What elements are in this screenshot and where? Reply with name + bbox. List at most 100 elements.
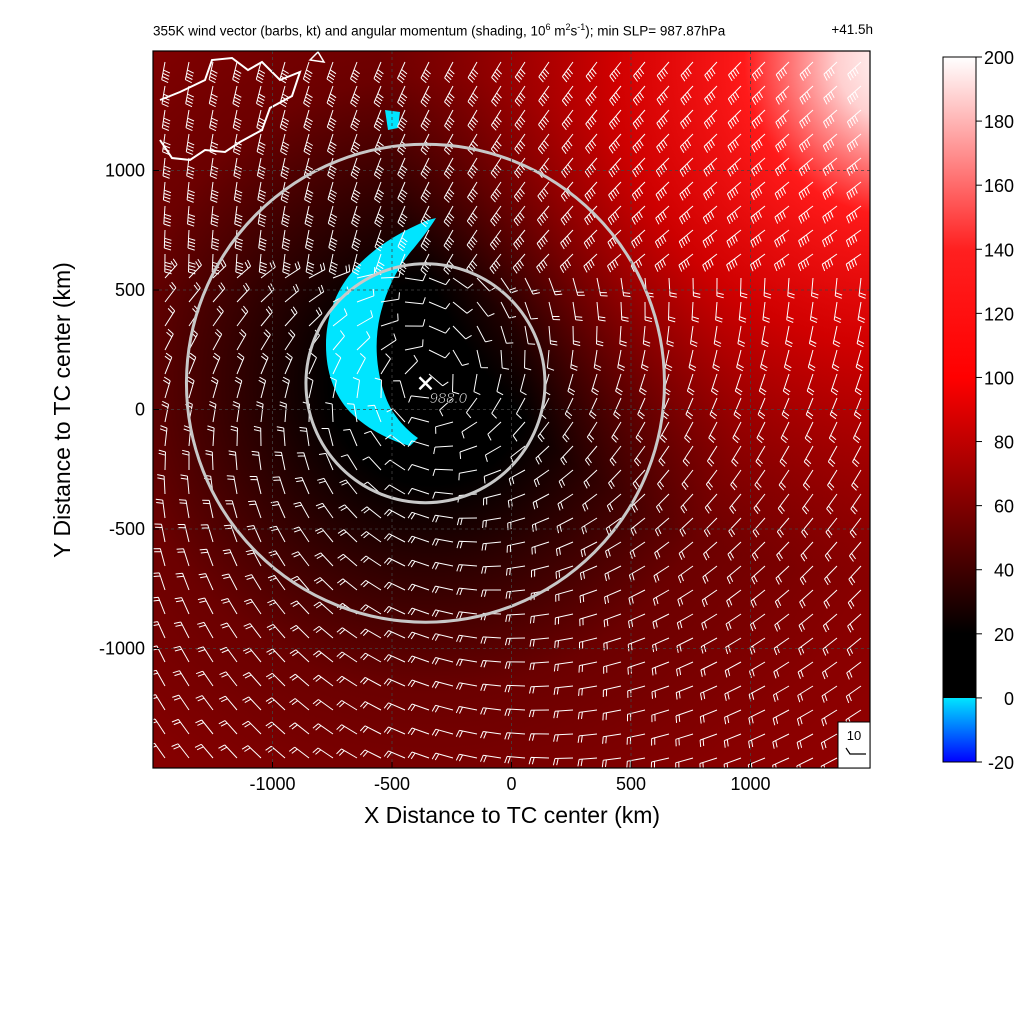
wind-barb bbox=[700, 685, 718, 701]
wind-barb bbox=[500, 325, 514, 344]
wind-barb bbox=[561, 61, 574, 83]
wind-barb bbox=[675, 685, 694, 700]
wind-barb bbox=[352, 377, 360, 399]
wind-barb bbox=[538, 109, 550, 131]
wind-barb bbox=[803, 445, 814, 467]
colorbar-tick-label: 80 bbox=[994, 433, 1014, 453]
wind-barb bbox=[749, 637, 766, 655]
wind-barb bbox=[420, 157, 431, 180]
wind-barb bbox=[775, 565, 790, 585]
wind-barb bbox=[705, 469, 718, 491]
wind-barb bbox=[173, 645, 190, 663]
wind-barb bbox=[750, 229, 766, 248]
wind-barb bbox=[397, 133, 408, 156]
wind-barb bbox=[828, 421, 838, 444]
wind-barb bbox=[233, 181, 243, 203]
wind-barb bbox=[236, 282, 250, 303]
wind-barb bbox=[236, 305, 249, 327]
coastline bbox=[159, 56, 302, 162]
wind-barb bbox=[532, 493, 550, 510]
wind-barb bbox=[505, 613, 526, 622]
wind-barb bbox=[384, 533, 406, 543]
wind-barb bbox=[200, 524, 214, 543]
wind-barb bbox=[256, 133, 266, 156]
wind-barb bbox=[443, 229, 455, 251]
wind-barb bbox=[332, 264, 351, 279]
wind-barb bbox=[846, 133, 862, 153]
colorbar-tick-label: 140 bbox=[984, 240, 1014, 260]
wind-barb bbox=[383, 702, 406, 711]
wind-barb bbox=[548, 325, 558, 346]
heatmap-field bbox=[153, 51, 870, 768]
wind-barb bbox=[831, 349, 840, 372]
wind-barb bbox=[162, 157, 171, 179]
wind-barb bbox=[233, 133, 242, 156]
wind-barb bbox=[558, 469, 574, 489]
tc-center-marker: 988.0 bbox=[418, 376, 468, 408]
wind-barb bbox=[490, 133, 502, 155]
wind-barb bbox=[235, 253, 244, 275]
wind-barb bbox=[733, 397, 742, 420]
wind-barb bbox=[172, 694, 190, 711]
wind-barb bbox=[632, 469, 646, 490]
wind-barb bbox=[702, 565, 718, 584]
wind-barb bbox=[724, 685, 742, 701]
wind-barb bbox=[337, 553, 358, 567]
wind-barb bbox=[232, 61, 242, 84]
wind-barb bbox=[480, 707, 502, 715]
wind-barb bbox=[524, 349, 532, 371]
wind-barb bbox=[299, 426, 310, 447]
wind-barb bbox=[164, 352, 173, 375]
wind-barb bbox=[373, 109, 384, 132]
wind-barb bbox=[821, 253, 838, 272]
wind-barb bbox=[284, 352, 293, 375]
wind-barb bbox=[443, 205, 455, 227]
wind-barb bbox=[241, 745, 262, 759]
wind-barb bbox=[561, 85, 574, 107]
wind-barb bbox=[699, 709, 718, 724]
wind-barb bbox=[284, 261, 301, 279]
wind-barb bbox=[799, 109, 814, 129]
wind-barb bbox=[209, 157, 219, 179]
wind-barb bbox=[244, 598, 262, 615]
wind-barb bbox=[397, 205, 408, 228]
wind-barb bbox=[633, 445, 646, 467]
wind-barb bbox=[602, 733, 622, 744]
wind-barb bbox=[312, 699, 334, 711]
wind-barb bbox=[456, 517, 478, 526]
wind-barb bbox=[858, 277, 867, 299]
wind-barb bbox=[692, 277, 701, 299]
wind-barb bbox=[284, 329, 296, 351]
wind-barb bbox=[431, 704, 454, 713]
wind-barb bbox=[407, 487, 430, 495]
wind-barb bbox=[822, 229, 838, 248]
wind-barb bbox=[249, 476, 262, 495]
wind-barb bbox=[279, 109, 290, 132]
wind-barb bbox=[432, 514, 454, 523]
wind-barb bbox=[350, 157, 361, 180]
wind-barb bbox=[552, 757, 574, 766]
wind-barb bbox=[620, 277, 631, 298]
chart-title: 355K wind vector (barbs, kt) and angular… bbox=[153, 22, 873, 39]
wind-barb bbox=[727, 133, 742, 153]
wind-barb bbox=[356, 266, 376, 279]
wind-barb bbox=[553, 661, 574, 672]
wind-barb bbox=[656, 85, 670, 106]
wind-barb bbox=[604, 565, 622, 582]
wind-barb bbox=[443, 181, 455, 203]
wind-barb bbox=[360, 531, 382, 543]
wind-barb bbox=[608, 157, 622, 178]
wind-barb bbox=[256, 109, 266, 132]
wind-barb bbox=[726, 565, 742, 585]
wind-barb bbox=[456, 540, 478, 549]
wind-barb bbox=[688, 349, 697, 372]
wind-barb bbox=[205, 450, 214, 471]
wind-barb bbox=[456, 634, 478, 643]
wind-barb bbox=[774, 229, 790, 248]
x-axis-ticks: -1000 -500 0 500 1000 bbox=[249, 762, 771, 794]
wind-barb bbox=[591, 373, 599, 396]
wind-barb bbox=[725, 613, 742, 631]
wind-barb bbox=[628, 589, 646, 606]
wind-barb bbox=[657, 469, 670, 490]
wind-barb bbox=[161, 400, 170, 423]
